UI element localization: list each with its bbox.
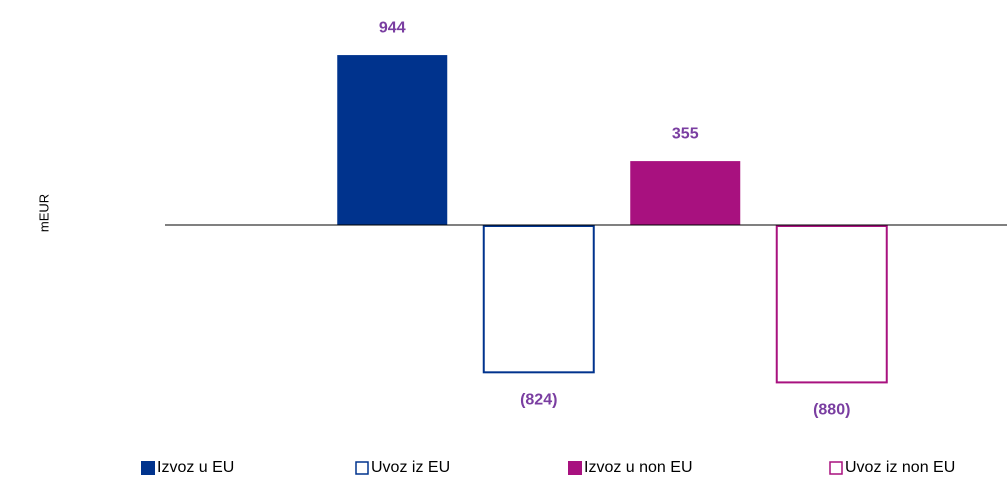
bar — [775, 225, 888, 384]
legend-swatch — [141, 461, 155, 475]
value-label: 355 — [672, 125, 699, 142]
legend-label: Izvoz u non EU — [584, 459, 693, 476]
legend-label: Uvoz iz EU — [371, 459, 450, 476]
y-axis-label: mEUR — [36, 194, 51, 232]
bar — [630, 161, 741, 225]
legend-label: Izvoz u EU — [157, 459, 234, 476]
legend-label: Uvoz iz non EU — [845, 459, 955, 476]
value-label: (880) — [813, 402, 850, 419]
value-label: (824) — [520, 392, 557, 409]
legend-swatch — [829, 461, 843, 475]
bar — [482, 225, 595, 374]
legend-swatch — [355, 461, 369, 475]
bar — [337, 55, 448, 225]
legend-swatch — [568, 461, 582, 475]
value-label: 944 — [379, 19, 406, 36]
